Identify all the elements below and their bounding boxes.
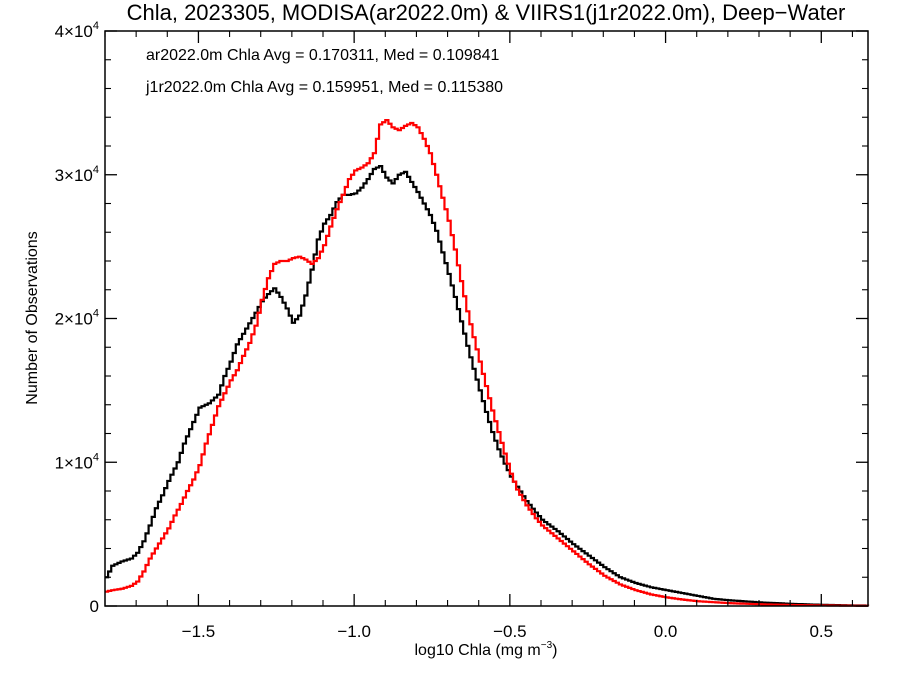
x-axis-label: log10 Chla (mg m−3) <box>414 640 557 659</box>
x-tick-label: 0.5 <box>809 622 833 641</box>
ticks-layer <box>104 30 868 607</box>
x-axis-label-exponent: −3 <box>541 640 553 651</box>
x-tick-label: 0.0 <box>654 622 678 641</box>
x-axis-label-close: ) <box>552 642 557 659</box>
y-tick-label: 2×104 <box>55 308 99 329</box>
x-tick-label: −1.5 <box>182 622 216 641</box>
chart-title: Chla, 2023305, MODISA(ar2022.0m) & VIIRS… <box>127 0 846 25</box>
histogram-series-0 <box>105 165 870 607</box>
y-tick-label: 3×104 <box>55 164 99 185</box>
y-tick-label: 1×104 <box>55 451 99 472</box>
x-axis-label-main: log10 Chla (mg m <box>414 642 540 659</box>
x-tick-label: −1.0 <box>337 622 371 641</box>
x-tick-label: −0.5 <box>493 622 527 641</box>
y-tick-label: 4×104 <box>55 20 99 41</box>
annotation-ar2022-stats: ar2022.0m Chla Avg = 0.170311, Med = 0.1… <box>146 47 500 64</box>
y-tick-labels: 0 1×104 2×104 3×104 4×104 <box>55 20 99 616</box>
y-axis-label: Number of Observations <box>24 231 41 404</box>
x-tick-labels: −1.5 −1.0 −0.5 0.0 0.5 <box>182 622 833 641</box>
series-layer <box>105 119 870 607</box>
histogram-series-1 <box>105 119 870 607</box>
y-tick-label: 0 <box>90 597 99 616</box>
annotation-j1r2022-stats: j1r2022.0m Chla Avg = 0.159951, Med = 0.… <box>145 79 503 96</box>
